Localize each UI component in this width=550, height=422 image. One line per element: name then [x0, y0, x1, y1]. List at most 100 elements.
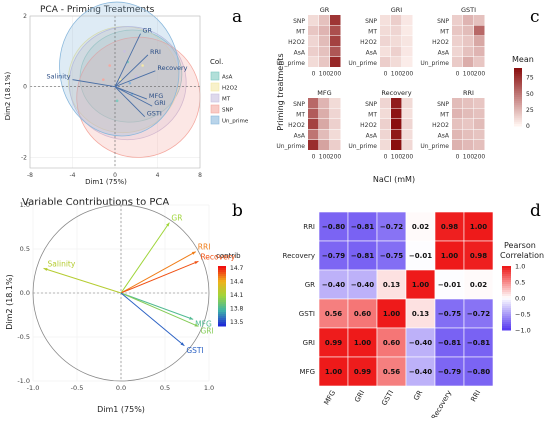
- colorbar-tick-label: 25: [526, 107, 534, 114]
- legend-label: MT: [222, 97, 231, 103]
- row-label: H2O2: [288, 122, 305, 129]
- correlation-value: 0.13: [383, 281, 400, 289]
- col-label: 100: [463, 71, 475, 78]
- heatmap-cell: [463, 108, 474, 119]
- y-tick-label: -0.5: [17, 333, 30, 341]
- loading-label: Recovery: [157, 64, 187, 72]
- correlation-value: 1.00: [441, 252, 458, 260]
- correlation-cell: [463, 211, 494, 242]
- arrow-head: [191, 251, 196, 255]
- row-label: GR: [305, 281, 315, 289]
- heatmap-cell: [330, 98, 341, 108]
- heatmap-cell: [452, 140, 463, 150]
- correlation-value: −0.79: [438, 368, 461, 376]
- heatmap-cell: [474, 129, 485, 140]
- facet-title: GRI: [391, 6, 403, 14]
- x-tick-label: 0.5: [160, 384, 170, 392]
- heatmap-cell: [474, 36, 485, 46]
- colorbar-segment: [218, 324, 226, 327]
- colorbar-segment: [514, 104, 522, 108]
- correlation-cell: [376, 356, 407, 387]
- correlation-cell: [376, 240, 407, 271]
- heatmap-cell: [474, 98, 485, 108]
- colorbar-segment: [502, 308, 511, 311]
- row-label: SNP: [293, 18, 305, 25]
- heatmap-cell: [391, 119, 402, 129]
- correlation-cell: [463, 269, 494, 300]
- colorbar-tick-label: 13.5: [230, 319, 244, 326]
- heatmap-cell: [463, 36, 474, 46]
- colorbar-segment: [218, 278, 226, 281]
- correlation-cell: [405, 356, 436, 387]
- legend-key: [210, 71, 220, 81]
- col-label: 100: [319, 71, 331, 78]
- heatmap-cell: [463, 140, 474, 150]
- chart-b-legend-title: contrib: [216, 252, 241, 260]
- colorbar-segment: [514, 83, 522, 86]
- colorbar-segment: [218, 270, 226, 273]
- heatmap-cell: [380, 129, 391, 140]
- legend-key: [210, 93, 220, 103]
- colorbar-segment: [502, 290, 511, 293]
- colorbar-segment: [502, 314, 511, 317]
- row-label: Un_prime: [420, 143, 449, 150]
- col-label: 0: [456, 154, 460, 161]
- arrow-head: [166, 222, 170, 227]
- sample-point: [102, 78, 105, 81]
- colorbar-tick-label: 13.8: [230, 306, 244, 313]
- col-label: 100: [391, 71, 403, 78]
- panel-c: c Priming treatments NaCl (mM) Mean GR SN…: [274, 0, 550, 188]
- heatmap-cell: [380, 57, 391, 67]
- contribution-label: GR: [171, 214, 182, 223]
- loading-label: RRI: [150, 48, 161, 56]
- x-tick-label: -0.5: [71, 384, 84, 392]
- col-label: 0: [384, 71, 388, 78]
- colorbar-segment: [218, 322, 226, 325]
- y-tick-label: 0.5: [20, 245, 30, 253]
- sample-point: [108, 64, 111, 67]
- heatmap-cell: [319, 108, 330, 119]
- heatmap-cell: [308, 108, 319, 119]
- confidence-ellipse: [79, 29, 183, 123]
- heatmap-cell: [474, 25, 485, 36]
- loading-arrow: [114, 54, 149, 88]
- col-label: 200: [330, 154, 342, 161]
- colorbar-segment: [218, 284, 226, 287]
- contribution-label: GSTI: [186, 346, 203, 355]
- heatmap-cell: [330, 25, 341, 36]
- colorbar-segment: [502, 320, 511, 323]
- colorbar-segment: [502, 282, 511, 285]
- loading-label: Salinity: [46, 73, 70, 81]
- colorbar-segment: [502, 324, 511, 327]
- colorbar-segment: [514, 89, 522, 92]
- row-label: MT: [368, 111, 377, 118]
- loading-label: GSTI: [147, 110, 162, 118]
- col-label: Recovery: [430, 389, 453, 418]
- correlation-value: 0.98: [441, 223, 458, 231]
- correlation-cell: [347, 240, 378, 271]
- heatmap-cell: [308, 140, 319, 150]
- heatmap-cell: [330, 57, 341, 67]
- loading-arrow: [114, 86, 153, 107]
- colorbar-segment: [514, 100, 522, 104]
- correlation-value: −0.81: [438, 339, 461, 347]
- confidence-ellipse: [59, 1, 180, 137]
- heatmap-cell: [474, 140, 485, 150]
- colorbar-segment: [218, 282, 226, 285]
- colorbar-tick-label: 75: [526, 75, 534, 82]
- heatmap-cell: [308, 119, 319, 129]
- heatmap-cell: [402, 25, 413, 36]
- x-tick-label: 8: [198, 172, 202, 179]
- heatmap-cell: [308, 15, 319, 25]
- chart-a-ylabel: Dim2 (18.1%): [4, 71, 12, 120]
- heatmap-cell: [330, 119, 341, 129]
- heatmap-cell: [319, 119, 330, 129]
- loading-label: GR: [143, 27, 153, 35]
- heatmap-cell: [463, 119, 474, 129]
- y-tick-label: -2: [21, 154, 27, 161]
- colorbar-segment: [514, 87, 522, 90]
- heatmap-cell: [319, 15, 330, 25]
- heatmap-cell: [308, 25, 319, 36]
- panel-label-b: b: [232, 201, 243, 221]
- correlation-value: −0.40: [351, 281, 374, 289]
